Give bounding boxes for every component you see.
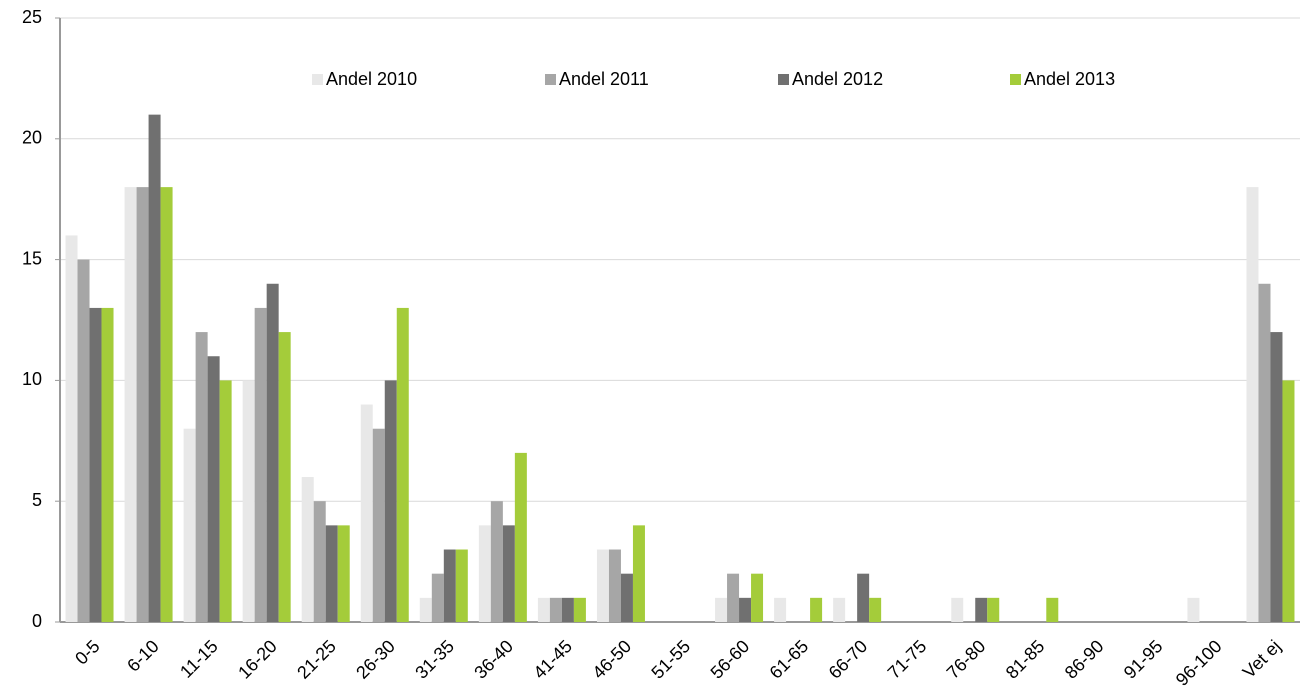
bar [136,187,149,622]
x-tick-label: 91-95 [1120,636,1167,683]
bar [266,283,279,622]
bar [869,597,882,622]
bar [739,597,752,622]
bar [514,452,527,622]
bar [384,380,397,622]
bar [455,549,468,622]
bar [596,549,609,622]
x-tick-label: 96-100 [1172,636,1226,690]
x-tick-label: Vet ej [1239,636,1285,682]
bar [537,597,550,622]
bar [396,307,409,622]
x-tick-label: 21-25 [293,636,340,683]
bar [419,597,432,622]
x-tick-label: 66-70 [825,636,872,683]
bar [1258,283,1271,622]
legend-swatch [312,74,323,85]
bar [242,380,255,622]
y-tick-label: 15 [22,248,42,268]
x-tick-label: 51-55 [647,636,694,683]
x-tick-label: 76-80 [943,636,990,683]
x-tick-label: 11-15 [176,636,222,682]
bar [987,597,1000,622]
bar [372,428,385,622]
x-tick-label: 86-90 [1061,636,1108,683]
bar [124,187,137,622]
x-tick-label: 46-50 [588,636,635,683]
bar [1270,332,1283,622]
bar [549,597,562,622]
bar [502,525,515,622]
x-tick-label: 0-5 [71,636,104,669]
bar [101,307,114,622]
y-tick-label: 20 [22,128,42,148]
bar [478,525,491,622]
bar [360,404,373,622]
x-tick-label: 56-60 [707,636,754,683]
legend-label: Andel 2011 [559,69,649,89]
bar [1046,597,1059,622]
bar [278,332,291,622]
legend-label: Andel 2012 [792,69,883,89]
bar [833,597,846,622]
y-tick-label: 0 [32,611,42,631]
bar [857,573,870,622]
bar [573,597,586,622]
bar [254,307,267,622]
bar [207,356,220,622]
bar [975,597,988,622]
x-tick-label: 16-20 [234,636,281,683]
legend-label: Andel 2010 [326,69,417,89]
bar [160,187,173,622]
legend-label: Andel 2013 [1024,69,1115,89]
bar [89,307,102,622]
bar [313,501,326,622]
bar [608,549,621,622]
bar [337,525,350,622]
bar [1246,187,1259,622]
bar [490,501,503,622]
bar [751,573,764,622]
bar [951,597,964,622]
bar [443,549,456,622]
y-tick-label: 5 [32,490,42,510]
x-tick-label: 81-85 [1002,636,1049,683]
bar [632,525,645,622]
bar [810,597,823,622]
y-tick-label: 10 [22,369,42,389]
legend-swatch [545,74,556,85]
bar [620,573,633,622]
bar [727,573,740,622]
legend-swatch [778,74,789,85]
bar [1187,597,1200,622]
bar [183,428,196,622]
x-tick-label: 6-10 [123,636,163,676]
y-tick-label: 25 [22,7,42,27]
bar [431,573,444,622]
x-tick-label: 61-65 [766,636,813,683]
x-tick-label: 41-45 [529,636,576,683]
bar [715,597,728,622]
bar [77,259,90,622]
bar [1282,380,1295,622]
bar [301,477,314,622]
x-tick-label: 31-35 [411,636,458,683]
x-tick-label: 36-40 [470,636,517,683]
bar [219,380,232,622]
x-tick-label: 26-30 [352,636,399,683]
legend-swatch [1010,74,1021,85]
bar [195,332,208,622]
bar [148,114,161,622]
x-tick-label: 71-75 [884,636,931,683]
bar [325,525,338,622]
bar [65,235,78,622]
bar [774,597,787,622]
bar [561,597,574,622]
